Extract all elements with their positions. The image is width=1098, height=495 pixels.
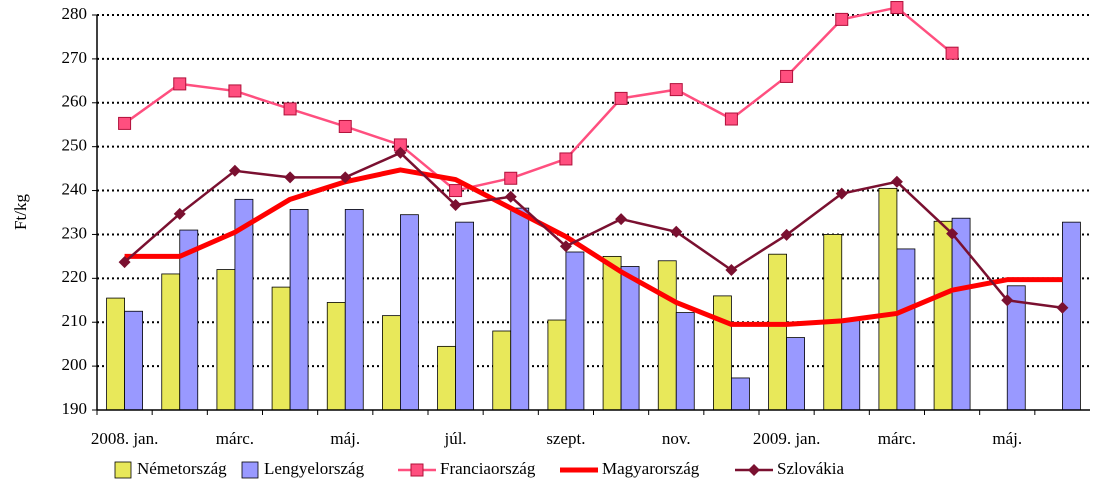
marker bbox=[283, 102, 297, 116]
bar bbox=[620, 266, 640, 411]
marker bbox=[559, 240, 572, 253]
marker bbox=[670, 225, 683, 238]
x-tick-label: szept. bbox=[546, 429, 585, 448]
bar bbox=[951, 217, 971, 411]
y-tick-label: 260 bbox=[62, 92, 88, 111]
x-tick-label: 2009. jan. bbox=[753, 429, 821, 448]
line bbox=[123, 151, 1063, 309]
marker bbox=[669, 83, 683, 97]
bar bbox=[768, 253, 787, 411]
bar bbox=[216, 269, 236, 411]
marker bbox=[559, 152, 573, 166]
marker bbox=[118, 116, 132, 130]
bar bbox=[657, 260, 677, 411]
marker bbox=[724, 112, 738, 126]
marker bbox=[394, 146, 407, 159]
marker bbox=[338, 119, 352, 133]
y-tick-label: 270 bbox=[62, 48, 88, 67]
marker bbox=[504, 171, 518, 185]
bar bbox=[896, 248, 916, 411]
y-tick-label: 250 bbox=[62, 136, 88, 155]
bar bbox=[382, 315, 401, 411]
marker bbox=[284, 171, 297, 184]
legend-swatch bbox=[114, 461, 132, 479]
marker bbox=[835, 187, 848, 200]
marker bbox=[504, 190, 517, 203]
x-tick-label: nov. bbox=[662, 429, 691, 448]
bar bbox=[161, 273, 181, 411]
x-tick-label: 2008. jan. bbox=[91, 429, 159, 448]
marker bbox=[615, 213, 628, 226]
bar bbox=[106, 297, 125, 411]
y-tick-label: 280 bbox=[62, 4, 88, 23]
marker bbox=[945, 46, 959, 60]
marker bbox=[449, 199, 462, 212]
marker bbox=[946, 227, 959, 240]
line bbox=[124, 167, 1063, 327]
marker bbox=[890, 1, 904, 15]
marker bbox=[449, 184, 463, 198]
x-tick-label: márc. bbox=[878, 429, 916, 448]
y-axis-label: Ft/kg bbox=[11, 194, 30, 230]
bar bbox=[455, 221, 474, 411]
bar bbox=[731, 377, 750, 411]
y-tick-label: 200 bbox=[62, 355, 88, 374]
y-tick-label: 240 bbox=[62, 179, 88, 198]
marker bbox=[835, 12, 849, 26]
marker bbox=[173, 207, 186, 220]
marker bbox=[780, 69, 794, 83]
legend-label: Lengyelország bbox=[264, 459, 365, 478]
bar bbox=[675, 312, 695, 411]
x-tick-label: máj. bbox=[330, 429, 360, 448]
bar bbox=[344, 209, 364, 411]
bar bbox=[289, 209, 309, 411]
bar bbox=[124, 310, 143, 411]
bar bbox=[400, 214, 419, 411]
marker bbox=[614, 91, 628, 105]
bar bbox=[841, 318, 861, 411]
legend-marker bbox=[748, 464, 760, 476]
bar bbox=[547, 319, 567, 411]
bar bbox=[1006, 285, 1026, 411]
marker bbox=[118, 256, 131, 269]
bar bbox=[713, 295, 732, 411]
bar bbox=[326, 302, 346, 411]
marker bbox=[725, 263, 738, 276]
legend-marker bbox=[410, 463, 424, 477]
bar bbox=[602, 255, 622, 411]
marker bbox=[780, 228, 793, 241]
x-tick-label: júl. bbox=[443, 429, 466, 448]
legend-label: Szlovákia bbox=[777, 459, 844, 478]
legend-swatch bbox=[241, 461, 259, 479]
y-tick-label: 230 bbox=[62, 223, 88, 242]
y-tick-label: 220 bbox=[62, 267, 88, 286]
marker bbox=[228, 84, 242, 98]
line bbox=[123, 6, 953, 192]
bar bbox=[878, 187, 898, 411]
legend-label: Franciaország bbox=[440, 459, 536, 478]
bar bbox=[1062, 221, 1081, 411]
bar bbox=[510, 207, 530, 411]
bar bbox=[492, 330, 512, 411]
legend-label: Magyarország bbox=[602, 459, 700, 478]
y-tick-label: 190 bbox=[62, 399, 88, 418]
marker bbox=[890, 175, 903, 188]
bar bbox=[437, 345, 456, 411]
marker bbox=[1001, 294, 1014, 307]
y-tick-label: 210 bbox=[62, 311, 88, 330]
marker bbox=[173, 77, 187, 91]
marker bbox=[228, 164, 241, 177]
marker bbox=[339, 171, 352, 184]
x-tick-label: márc. bbox=[216, 429, 254, 448]
legend-label: Németország bbox=[137, 459, 227, 478]
x-tick-label: máj. bbox=[992, 429, 1022, 448]
bar bbox=[933, 220, 953, 411]
bar bbox=[786, 337, 805, 411]
bar bbox=[271, 286, 291, 411]
bar bbox=[565, 251, 585, 411]
marker bbox=[1056, 301, 1069, 314]
